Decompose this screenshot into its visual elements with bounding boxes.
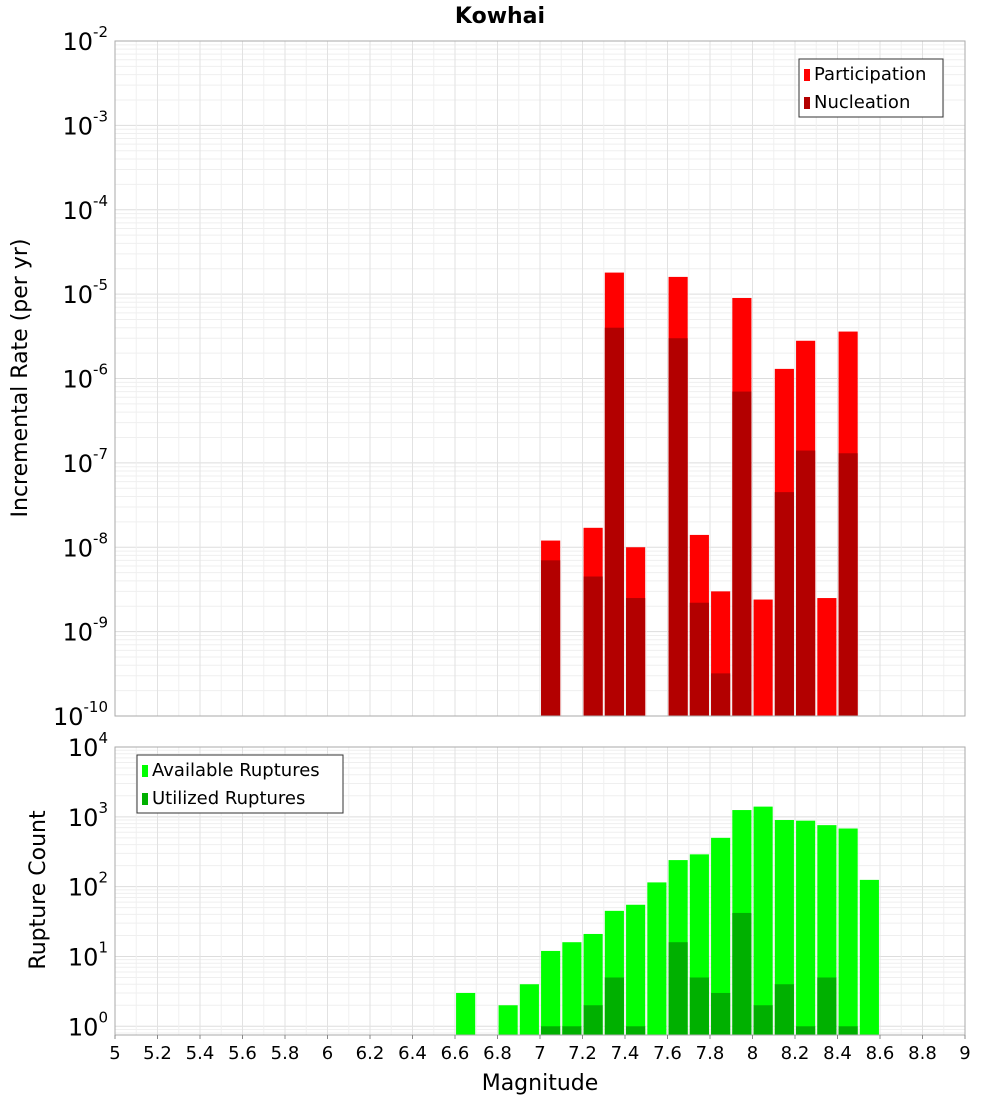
- legend-label: Participation: [814, 64, 926, 85]
- legend: Available Ruptures Utilized Ruptures: [136, 754, 344, 814]
- bar-primary: [647, 882, 667, 1035]
- y-tick-label: 10-7: [62, 445, 108, 478]
- x-tick-label: 7.2: [568, 1043, 597, 1064]
- plot-panel-2: 100 101 102 103 104 5 5.2 5.4 5.6 5.8 6 6.2 6.4 6.6 6.…: [68, 729, 971, 1064]
- x-tick-label: 6.6: [441, 1043, 470, 1064]
- x-tick-label: 5.2: [143, 1043, 172, 1064]
- y-tick-label: 10-8: [62, 529, 108, 562]
- legend-swatch: [142, 765, 148, 777]
- x-tick-label: 8: [747, 1043, 758, 1064]
- bar-primary: [753, 806, 773, 1035]
- bar-secondary: [732, 912, 752, 1035]
- x-tick-label: 8.2: [781, 1043, 810, 1064]
- plot-frame: [114, 40, 966, 717]
- plot-panel-1: 10-10 10-9 10-8 10-7 10-6 10-5 10-4 10-3 10-2 Par…: [53, 23, 966, 731]
- x-tick-label: 7.8: [696, 1043, 725, 1064]
- bar-secondary: [838, 453, 858, 716]
- y-tick-label: 10-4: [62, 192, 108, 225]
- x-tick-label: 7.6: [653, 1043, 682, 1064]
- x-tick-label: 8.8: [908, 1043, 937, 1064]
- chart-title: Kowhai: [455, 4, 545, 29]
- x-tick-label: 5.4: [186, 1043, 215, 1064]
- bar-primary: [456, 992, 476, 1035]
- bar-secondary: [604, 327, 624, 716]
- bar-secondary: [626, 598, 646, 716]
- bar-primary: [817, 598, 837, 716]
- bar-primary: [541, 950, 561, 1035]
- bar-primary: [796, 820, 816, 1035]
- bar-secondary: [838, 1026, 858, 1035]
- legend-swatch: [804, 97, 810, 109]
- bar-primary: [562, 942, 582, 1035]
- y-tick-label: 102: [68, 869, 108, 902]
- bar-primary: [519, 984, 539, 1035]
- bar-secondary: [604, 977, 624, 1035]
- x-tick-label: 5: [109, 1043, 120, 1064]
- bar-primary: [498, 1005, 518, 1035]
- bar-primary: [838, 828, 858, 1035]
- bar-secondary: [541, 1026, 561, 1035]
- y-tick-label: 10-10: [53, 698, 108, 731]
- legend-label: Utilized Ruptures: [152, 788, 305, 809]
- bar-secondary: [689, 977, 709, 1035]
- x-tick-label: 6.8: [483, 1043, 512, 1064]
- bar-secondary: [774, 984, 794, 1035]
- y-tick-label: 100: [68, 1008, 108, 1041]
- bar-primary: [753, 599, 773, 716]
- bar-secondary: [668, 338, 688, 716]
- bar-primary: [711, 837, 731, 1035]
- legend-label: Nucleation: [814, 92, 910, 113]
- legend-swatch: [804, 69, 810, 81]
- y-tick-label: 10-2: [62, 23, 108, 56]
- bar-primary: [859, 879, 879, 1035]
- y-tick-label: 10-9: [62, 614, 108, 647]
- legend-box: [798, 58, 944, 118]
- y-tick-label: 10-6: [62, 361, 108, 394]
- y-tick-label: 103: [68, 799, 108, 832]
- bar-secondary: [732, 391, 752, 716]
- bar-secondary: [796, 450, 816, 716]
- bar-secondary: [583, 1005, 603, 1035]
- bar-secondary: [562, 1026, 582, 1035]
- bar-secondary: [689, 602, 709, 716]
- x-axis-label: Magnitude: [482, 1071, 599, 1096]
- bar-secondary: [541, 560, 561, 716]
- x-tick-label: 9: [959, 1043, 970, 1064]
- x-tick-label: 8.6: [866, 1043, 895, 1064]
- x-tick-label: 6: [322, 1043, 333, 1064]
- x-tick-label: 5.6: [228, 1043, 257, 1064]
- bar-secondary: [711, 992, 731, 1035]
- legend: Participation Nucleation: [798, 58, 944, 118]
- x-tick-label: 6.2: [356, 1043, 385, 1064]
- y-tick-label: 10-5: [62, 276, 108, 309]
- x-tick-label: 7.4: [611, 1043, 640, 1064]
- bar-secondary: [583, 576, 603, 716]
- legend-box: [136, 754, 344, 814]
- bar-secondary: [817, 977, 837, 1035]
- y-tick-label: 104: [68, 729, 108, 762]
- bar-secondary: [796, 1026, 816, 1035]
- bar-primary: [626, 904, 646, 1035]
- bar-secondary: [774, 492, 794, 716]
- legend-swatch: [142, 793, 148, 805]
- bottom-y-axis-label: Rupture Count: [26, 810, 51, 970]
- bar-secondary: [711, 673, 731, 716]
- legend-label: Available Ruptures: [152, 760, 320, 781]
- bar-secondary: [753, 1005, 773, 1035]
- bar-secondary: [668, 942, 688, 1035]
- x-tick-label: 5.8: [271, 1043, 300, 1064]
- bar-secondary: [626, 1026, 646, 1035]
- x-tick-label: 8.4: [823, 1043, 852, 1064]
- y-tick-label: 10-3: [62, 107, 108, 140]
- x-tick-label: 7: [534, 1043, 545, 1064]
- bar-primary: [774, 820, 794, 1035]
- y-tick-label: 101: [68, 938, 108, 971]
- top-y-axis-label: Incremental Rate (per yr): [8, 239, 33, 518]
- x-tick-label: 6.4: [398, 1043, 427, 1064]
